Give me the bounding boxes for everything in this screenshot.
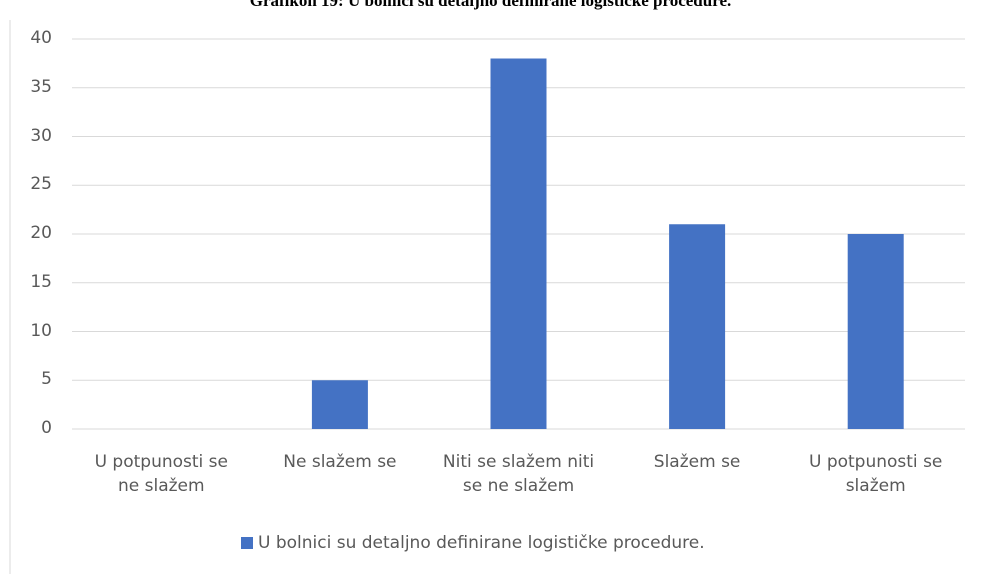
- x-tick-label: U potpunosti se slažem: [808, 452, 943, 496]
- x-tick-label: Ne slažem se: [283, 452, 397, 472]
- y-tick-label: 40: [30, 28, 52, 48]
- bar: [669, 224, 726, 429]
- bar: [311, 380, 368, 429]
- y-tick-label: 20: [30, 223, 52, 243]
- bar: [490, 58, 547, 429]
- y-tick-label: 15: [30, 271, 52, 292]
- bar: [847, 234, 904, 429]
- y-tick-label: 35: [30, 76, 52, 97]
- y-tick-label: 25: [30, 174, 52, 195]
- legend-label: U bolnici su detaljno definirane logisti…: [258, 533, 705, 553]
- y-tick-label: 30: [30, 125, 52, 146]
- x-tick-label: Slažem se: [653, 452, 741, 472]
- chart-title: Grafikon 19: U bolnici su detaljno defin…: [249, 0, 732, 10]
- x-tick-label: Niti se slažem niti se ne slažem: [442, 452, 595, 496]
- x-tick-label: U potpunosti se ne slažem: [94, 452, 228, 496]
- y-tick-label: 10: [30, 320, 52, 341]
- legend-swatch: [241, 537, 253, 549]
- y-tick-label: 0: [41, 418, 52, 438]
- y-tick-label: 5: [41, 369, 52, 390]
